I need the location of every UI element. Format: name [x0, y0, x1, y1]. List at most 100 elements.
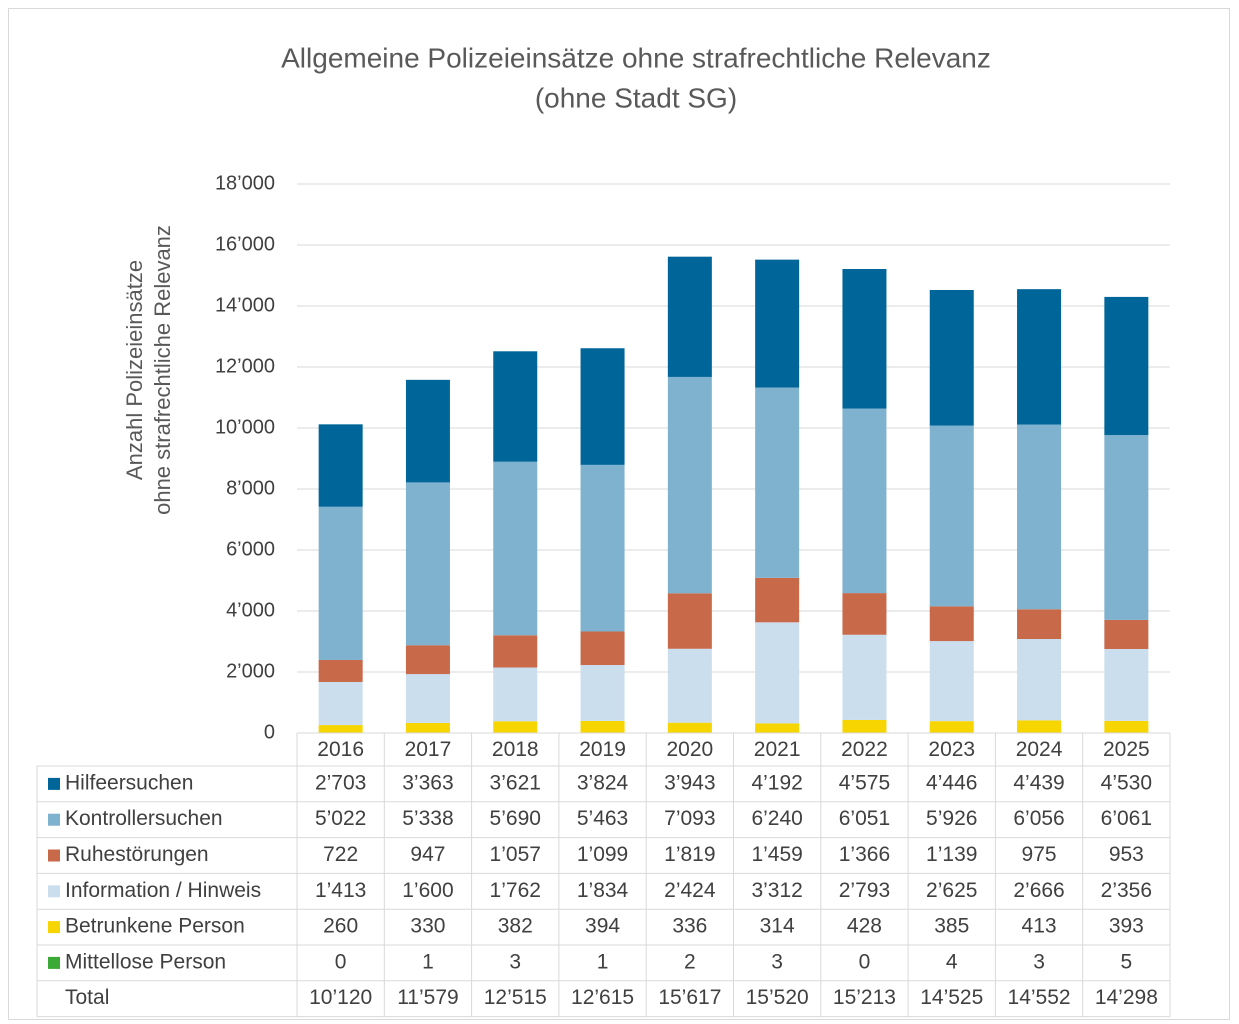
table-cell: 1’366 — [839, 843, 890, 866]
chart-title: Allgemeine Polizeieinsätze ohne strafrec… — [281, 42, 991, 73]
bar-segment — [493, 351, 538, 462]
y-tick-label: 18’000 — [215, 172, 275, 194]
bar-segment — [929, 425, 974, 607]
table-cell: 4’530 — [1101, 771, 1152, 794]
bar-segment — [318, 424, 363, 507]
table-cell: 4’439 — [1013, 771, 1064, 794]
bar-segment — [1104, 619, 1149, 650]
table-cell: 2’356 — [1101, 879, 1152, 902]
x-tick-label: 2023 — [928, 738, 975, 761]
table-cell: 4’446 — [926, 771, 977, 794]
table-cell: 393 — [1109, 915, 1144, 938]
table-cell: 4’192 — [751, 771, 802, 794]
legend-label: Hilfeersuchen — [65, 771, 193, 794]
table-cell: 382 — [498, 915, 533, 938]
bar-segment — [405, 379, 450, 483]
y-tick-label: 2’000 — [226, 660, 275, 682]
y-tick-label: 4’000 — [226, 599, 275, 621]
table-cell: 1’762 — [490, 879, 541, 902]
y-tick-label: 0 — [264, 721, 275, 743]
table-cell: 5’926 — [926, 807, 977, 830]
bar-segment — [1104, 649, 1149, 721]
table-cell: 3 — [509, 950, 521, 973]
bar-segment — [493, 721, 538, 733]
table-cell: 2’793 — [839, 879, 890, 902]
table-cell: 2’625 — [926, 879, 977, 902]
table-cell: 314 — [760, 915, 795, 938]
bar-segment — [580, 348, 625, 465]
table-cell: 3’943 — [664, 771, 715, 794]
x-tick-label: 2022 — [841, 738, 888, 761]
table-cell: 0 — [335, 950, 347, 973]
bar-segment — [929, 721, 974, 733]
table-cell: 6’240 — [751, 807, 802, 830]
bar-segment — [755, 387, 800, 578]
table-cell: 0 — [859, 950, 871, 973]
bar-segment — [667, 722, 712, 733]
bar-segment — [667, 648, 712, 723]
chart-subtitle: (ohne Stadt SG) — [535, 82, 737, 113]
bar-segment — [318, 659, 363, 682]
bar-segment — [1104, 296, 1149, 436]
table-cell: 5 — [1121, 950, 1133, 973]
bar-segment — [580, 665, 625, 721]
total-cell: 14’298 — [1095, 986, 1158, 1009]
bar-segment — [1017, 289, 1062, 425]
bar-segment — [493, 461, 538, 636]
x-tick-label: 2016 — [317, 738, 364, 761]
legend-label: Kontrollersuchen — [65, 807, 223, 830]
table-cell: 3 — [1033, 950, 1045, 973]
table-cell: 5’022 — [315, 807, 366, 830]
total-cell: 15’617 — [658, 986, 721, 1009]
table-cell: 3’363 — [402, 771, 453, 794]
table-cell: 722 — [323, 843, 358, 866]
bar-segment — [318, 725, 363, 733]
table-cell: 1’413 — [315, 879, 366, 902]
legend-label: Information / Hinweis — [65, 879, 261, 902]
table-cell: 385 — [934, 915, 969, 938]
bar-segment — [842, 719, 887, 733]
y-tick-label: 8’000 — [226, 477, 275, 499]
y-tick-label: 14’000 — [215, 294, 275, 316]
table-cell: 413 — [1022, 915, 1057, 938]
table-cell: 947 — [410, 843, 445, 866]
legend-label: Betrunkene Person — [65, 915, 245, 938]
table-cell: 1’600 — [402, 879, 453, 902]
bar-segment — [1017, 720, 1062, 733]
table-cell: 5’463 — [577, 807, 628, 830]
table-cell: 2 — [684, 950, 696, 973]
x-tick-label: 2024 — [1016, 738, 1063, 761]
table-cell: 1’459 — [751, 843, 802, 866]
table-cell: 7’093 — [664, 807, 715, 830]
bar-segment — [580, 464, 625, 632]
x-tick-label: 2017 — [405, 738, 452, 761]
x-tick-label: 2018 — [492, 738, 539, 761]
y-tick-label: 12’000 — [215, 355, 275, 377]
table-cell: 3’824 — [577, 771, 629, 794]
table-cell: 4’575 — [839, 771, 890, 794]
legend-swatch — [48, 885, 60, 898]
table-cell: 2’703 — [315, 771, 366, 794]
x-tick-label: 2021 — [754, 738, 801, 761]
bar-segment — [405, 674, 450, 723]
legend-label: Ruhestörungen — [65, 843, 209, 866]
bar-segment — [1017, 609, 1062, 639]
bar-segment — [405, 482, 450, 646]
bar-segment — [580, 720, 625, 733]
table-cell: 260 — [323, 915, 358, 938]
total-cell: 11’579 — [397, 986, 459, 1009]
total-cell: 14’552 — [1008, 986, 1071, 1009]
bar-segment — [929, 641, 974, 722]
total-cell: 12’515 — [484, 986, 547, 1009]
table-cell: 5’690 — [490, 807, 541, 830]
bar-segment — [580, 631, 625, 666]
bar-segment — [755, 723, 800, 733]
total-cell: 15’520 — [746, 986, 809, 1009]
table-cell: 953 — [1109, 843, 1144, 866]
table-cell: 1’819 — [664, 843, 715, 866]
bar-segment — [755, 259, 800, 388]
y-tick-label: 10’000 — [215, 416, 275, 438]
bar-segment — [842, 593, 887, 635]
total-label: Total — [65, 986, 109, 1009]
legend-swatch — [48, 813, 60, 826]
